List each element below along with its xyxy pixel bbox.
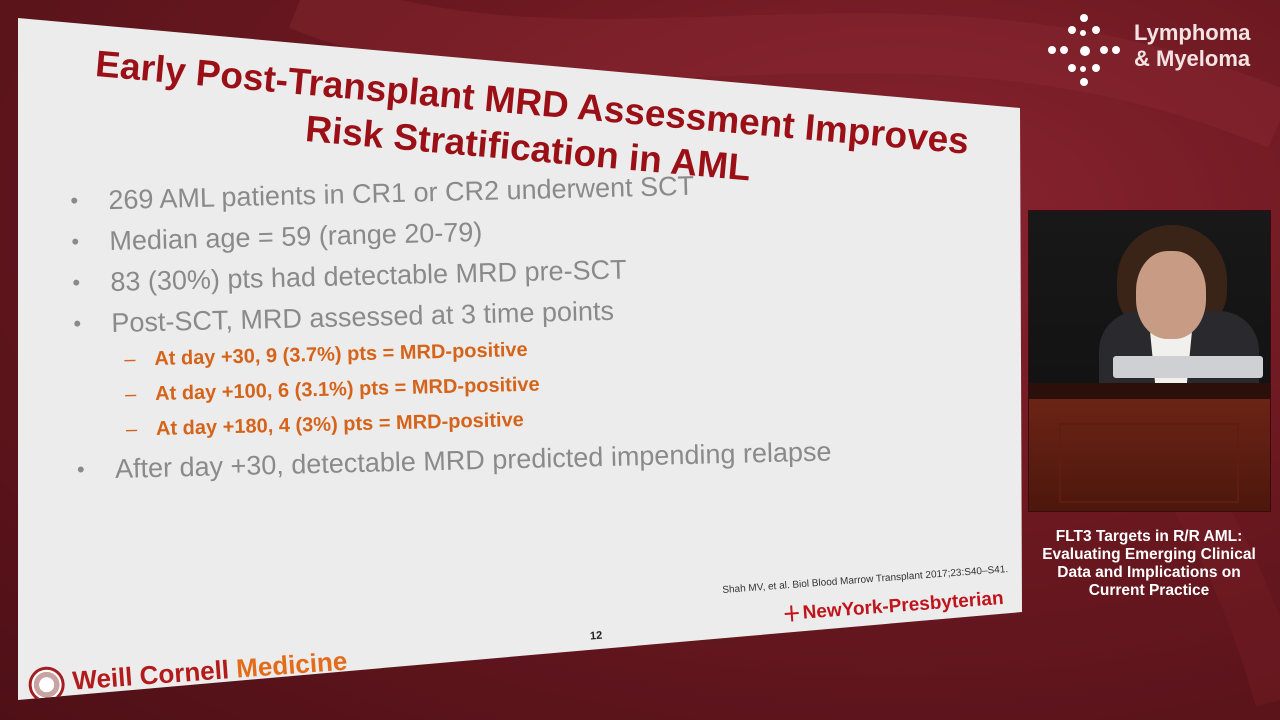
nyp-cross-icon [784,605,799,622]
bullet-list: • 269 AML patients in CR1 or CR2 underwen… [70,165,837,493]
brand-name: Lymphoma & Myeloma [1134,20,1251,71]
slide-page-number: 12 [589,629,603,643]
podium [1029,399,1270,511]
microphone-icon [1113,356,1263,378]
speaker-video [1028,210,1271,512]
seal-icon [27,665,66,700]
institution-logo: Weill Cornell Medicine [27,645,348,700]
bullet-item: • After day +30, detectable MRD predicted… [76,436,832,484]
session-caption: FLT3 Targets in R/R AML: Evaluating Emer… [1042,528,1256,599]
dots-logo-icon [1048,14,1120,86]
hospital-logo: NewYork-Presbyterian [784,588,1004,626]
brand-logo: Lymphoma & Myeloma [1048,14,1273,86]
